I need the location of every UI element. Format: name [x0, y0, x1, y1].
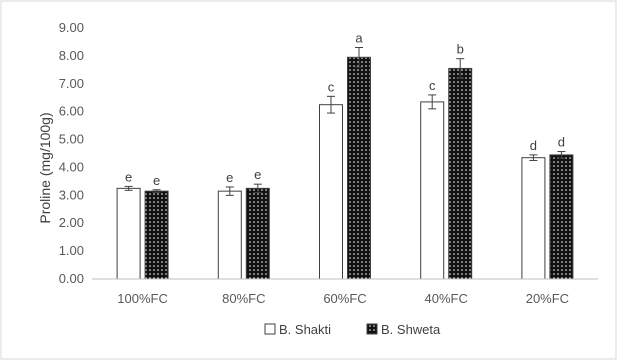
- significance-letter: a: [355, 31, 363, 46]
- bar-shakti: [521, 157, 546, 280]
- significance-letter: e: [125, 169, 132, 184]
- bar-shweta: [245, 187, 270, 280]
- legend: B. Shakti B. Shweta: [264, 322, 441, 337]
- bar-shweta: [448, 67, 473, 280]
- x-tick-label: 100%FC: [117, 291, 168, 306]
- y-tick-label: 8.00: [59, 48, 84, 63]
- significance-letter: c: [328, 79, 335, 94]
- legend-label: B. Shakti: [279, 322, 331, 337]
- legend-label: B. Shweta: [381, 322, 441, 337]
- y-tick-label: 0.00: [59, 271, 84, 286]
- significance-letter: e: [226, 170, 233, 185]
- significance-letter: b: [457, 42, 464, 57]
- bar-shakti: [217, 190, 242, 280]
- bar-shakti: [116, 187, 141, 280]
- x-tick-label: 60%FC: [323, 291, 366, 306]
- y-tick-label: 6.00: [59, 104, 84, 119]
- significance-letter: e: [153, 173, 160, 188]
- significance-letter: d: [530, 138, 537, 153]
- bar-shakti: [420, 101, 445, 280]
- y-tick-label: 1.00: [59, 243, 84, 258]
- bar-shweta: [549, 154, 574, 280]
- x-tick-label: 80%FC: [222, 291, 265, 306]
- x-tick-label: 40%FC: [425, 291, 468, 306]
- x-tick-label: 20%FC: [526, 291, 569, 306]
- y-tick-label: 9.00: [59, 20, 84, 35]
- significance-letter: d: [558, 135, 565, 150]
- y-tick-label: 2.00: [59, 215, 84, 230]
- legend-swatch: [366, 323, 378, 335]
- y-tick-label: 4.00: [59, 159, 84, 174]
- bar-shakti: [319, 104, 343, 280]
- significance-letter: c: [429, 78, 436, 93]
- y-tick-label: 5.00: [59, 132, 84, 147]
- significance-letter: e: [254, 167, 261, 182]
- y-axis-label: Proline (mg/100g): [37, 112, 53, 223]
- y-tick-label: 3.00: [59, 187, 84, 202]
- legend-swatch: [264, 323, 276, 335]
- bar-shweta: [144, 190, 169, 280]
- y-tick-label: 7.00: [59, 76, 84, 91]
- bar-shweta: [347, 56, 371, 280]
